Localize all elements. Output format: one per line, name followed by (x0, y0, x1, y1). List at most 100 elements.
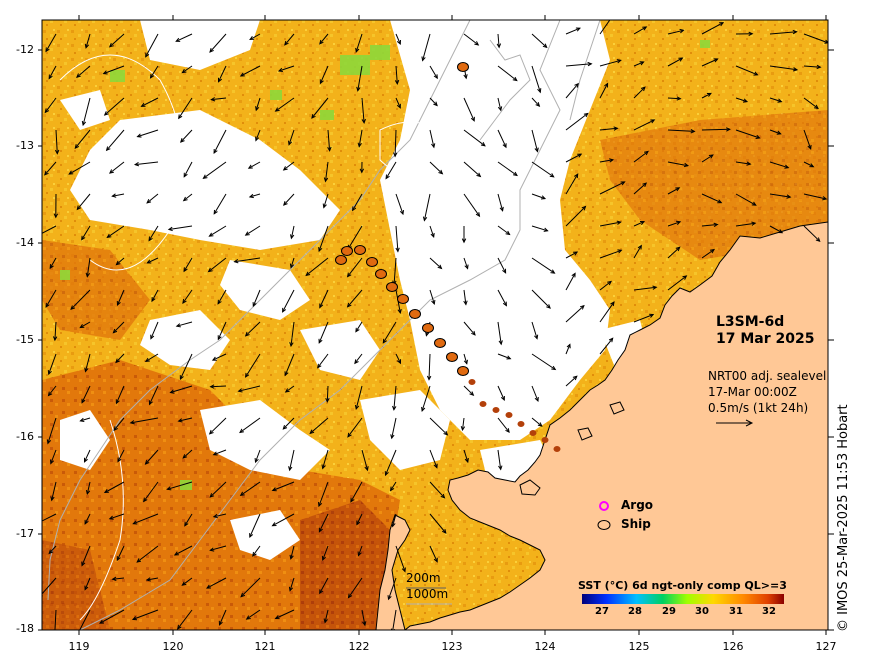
current-vector (531, 417, 543, 427)
current-vector-head (382, 338, 387, 344)
current-vector-head (74, 144, 80, 149)
ship-observation (446, 352, 458, 362)
current-vector-head (218, 77, 223, 83)
ship-observation (375, 269, 387, 279)
x-tick-label: 124 (534, 640, 556, 653)
current-vector-head (53, 213, 59, 219)
current-vector-head (393, 152, 398, 158)
current-vector (45, 289, 57, 308)
current-vector (170, 385, 193, 393)
current-vector (213, 513, 227, 518)
current-vector-head (116, 300, 121, 307)
current-vector (174, 545, 193, 556)
current-vector-head (608, 337, 614, 343)
current-vector-head (79, 417, 85, 422)
current-vector-head (252, 551, 257, 557)
current-vector-head (431, 299, 436, 305)
current-vector (212, 353, 227, 361)
current-vector (133, 513, 159, 525)
current-vector (86, 257, 91, 277)
current-vector-head (352, 206, 357, 212)
current-vector (565, 305, 585, 323)
current-vector-head (460, 426, 466, 432)
current-vector-head (643, 150, 649, 156)
current-vector (429, 225, 435, 238)
current-vector-head (116, 556, 121, 562)
current-vector (735, 193, 757, 206)
current-vector-head (581, 205, 587, 211)
ship-observation (541, 437, 549, 443)
current-vector-head (401, 567, 406, 573)
ship-observation (386, 282, 398, 292)
current-vector (319, 577, 329, 594)
current-vector (145, 353, 159, 362)
current-vector-head (587, 61, 593, 67)
current-vector-head (617, 249, 623, 254)
current-vector-head (84, 585, 89, 591)
current-vector (599, 83, 609, 99)
current-vector (599, 221, 621, 227)
current-vector-head (218, 620, 223, 626)
current-vector (463, 321, 476, 336)
current-vector (667, 29, 684, 35)
current-vector (80, 417, 91, 422)
current-vector (769, 129, 781, 135)
ship-observation (505, 412, 513, 418)
current-vector-head (103, 111, 109, 116)
current-vector-head (824, 39, 828, 44)
current-vector (283, 193, 295, 206)
current-vector-head (502, 301, 507, 307)
current-vector (354, 353, 363, 364)
current-vector (429, 513, 447, 534)
current-vector (148, 225, 159, 241)
current-vector (255, 129, 261, 141)
current-vector-head (244, 331, 250, 337)
current-vector (667, 221, 681, 227)
current-vector-head (534, 396, 539, 403)
current-vector (463, 353, 468, 364)
current-vector (137, 129, 159, 138)
y-tick-label: -17 (16, 527, 34, 540)
current-vector (769, 225, 783, 234)
current-vector-head (274, 107, 280, 112)
current-vector-head (642, 182, 648, 187)
current-vector-head (463, 300, 468, 306)
y-tick-label: -18 (16, 622, 34, 635)
current-vector (388, 577, 397, 600)
current-vector-head (282, 424, 288, 430)
current-vector (209, 33, 227, 53)
y-tick-label: -14 (16, 236, 34, 249)
x-tick-label: 126 (722, 640, 744, 653)
current-vector (209, 481, 227, 498)
current-vector-head (209, 384, 215, 389)
current-vector (115, 385, 125, 404)
current-vector (347, 417, 363, 438)
current-vector-head (175, 37, 181, 42)
current-vector-head (362, 621, 367, 627)
current-vector (395, 353, 401, 364)
current-vector (255, 449, 261, 463)
current-vector (68, 161, 91, 175)
current-vector (565, 153, 582, 163)
current-vector (245, 353, 261, 378)
current-vector-head (318, 527, 323, 533)
current-vector (463, 161, 481, 177)
current-vector-head (742, 98, 749, 103)
current-vector-head (284, 388, 290, 393)
x-tick-label: 119 (68, 640, 90, 653)
current-vector (145, 449, 159, 465)
current-vector (213, 129, 227, 154)
current-vector (356, 513, 363, 525)
current-vector (633, 245, 642, 259)
current-vector (112, 577, 125, 580)
current-vector-head (690, 129, 696, 134)
current-vector (42, 225, 57, 234)
current-vector-head (210, 97, 216, 102)
ship-observation (468, 379, 476, 385)
ship-observation (341, 246, 353, 256)
current-vector (395, 33, 401, 45)
current-vector-head (572, 375, 578, 381)
current-vector-head (84, 367, 89, 373)
ship-observation (553, 446, 561, 452)
ship-observation (366, 257, 378, 267)
